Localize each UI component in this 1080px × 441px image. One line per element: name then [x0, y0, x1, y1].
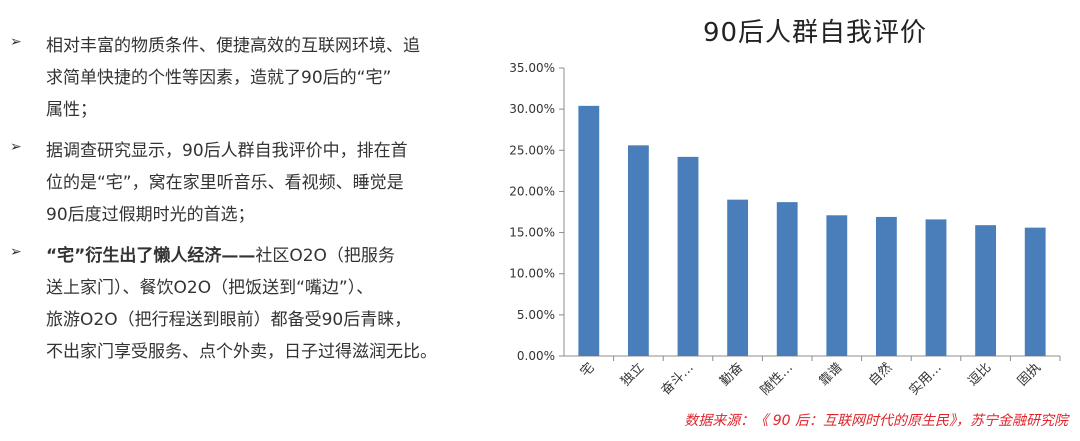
bullet-text-line: 属性；	[46, 100, 97, 120]
bullet-item: ➢ 据调查研究显示，90后人群自我评价中，排在首 位的是“宅”，窝在家里听音乐、…	[8, 135, 486, 231]
data-source-note: 数据来源：《 90 后：互联网时代的原生民》，苏宁金融研究院	[684, 413, 1068, 429]
bar-chart: 0.00% 5.00% 10.00% 15.00% 20.00% 25.00% 30.00%…	[509, 61, 1061, 398]
bullet-text-line: 相对丰富的物质条件、便捷高效的互联网环境、追	[46, 36, 420, 56]
x-tick-label: 固执	[1015, 360, 1044, 389]
chart-title: 90后人群自我评价	[702, 18, 928, 48]
arrow-bullet-icon: ➢	[10, 244, 22, 260]
bullet-text-line: 据调查研究显示，90后人群自我评价中，排在首	[46, 141, 408, 161]
bullet-item: ➢ “宅”衍生出了懒人经济——社区O2O（把服务 送上家门）、餐饮O2O（把饭送…	[8, 240, 486, 368]
bar	[578, 105, 600, 356]
x-tick-label: 实用…	[907, 360, 945, 398]
bullet-text-line: 送上家门）、餐饮O2O（把饭送到“嘴边”）、	[46, 278, 374, 298]
x-tick-label: 独立	[618, 360, 647, 389]
x-tick-label: 宅	[578, 360, 598, 380]
y-tick-label: 30.00%	[509, 102, 555, 116]
bar	[925, 219, 947, 356]
x-tick-label: 自然	[866, 360, 896, 390]
bullet-text-line: 位的是“宅”，窝在家里听音乐、看视频、睡觉是	[46, 173, 404, 193]
y-tick-label: 25.00%	[509, 143, 555, 157]
y-tick-label: 0.00%	[517, 349, 555, 363]
bar	[1024, 227, 1046, 356]
bar	[975, 225, 997, 356]
bar	[627, 145, 649, 356]
x-tick-label: 随性…	[758, 360, 796, 398]
bar	[776, 202, 798, 356]
arrow-bullet-icon: ➢	[10, 34, 22, 50]
x-tick-label: 靠谱	[817, 360, 846, 389]
x-tick-label: 勤奋	[717, 360, 746, 389]
bar	[677, 156, 699, 356]
bullet-text-line: 90后度过假期时光的首选；	[46, 205, 255, 225]
bullet-text-rest: 社区O2O（把服务	[255, 246, 395, 266]
bar	[875, 216, 897, 356]
bullet-bold-lead: “宅”衍生出了懒人经济——	[46, 246, 256, 266]
y-tick-label: 35.00%	[509, 61, 555, 75]
bullet-text-line: “宅”衍生出了懒人经济——社区O2O（把服务	[46, 240, 486, 272]
bullet-item: ➢ 相对丰富的物质条件、便捷高效的互联网环境、追 求简单快捷的个性等因素，造就了…	[8, 30, 486, 126]
bullet-text-line: 旅游O2O（把行程送到眼前）都备受90后青睐，	[46, 310, 412, 330]
y-tick-label: 15.00%	[509, 226, 555, 240]
x-tick-label: 奋斗…	[659, 360, 697, 398]
bar	[727, 199, 749, 356]
arrow-bullet-icon: ➢	[10, 139, 22, 155]
bullet-text-line: 不出家门享受服务、点个外卖，日子过得滋润无比。	[46, 342, 437, 362]
bar	[826, 215, 848, 356]
x-tick-label: 逗比	[965, 360, 994, 389]
y-tick-label: 20.00%	[509, 184, 555, 198]
bullet-text-line: 求简单快捷的个性等因素，造就了90后的“宅”	[46, 68, 392, 88]
bullet-list: ➢ 相对丰富的物质条件、便捷高效的互联网环境、追 求简单快捷的个性等因素，造就了…	[8, 30, 486, 377]
y-tick-label: 10.00%	[509, 267, 555, 281]
y-tick-label: 5.00%	[517, 308, 555, 322]
